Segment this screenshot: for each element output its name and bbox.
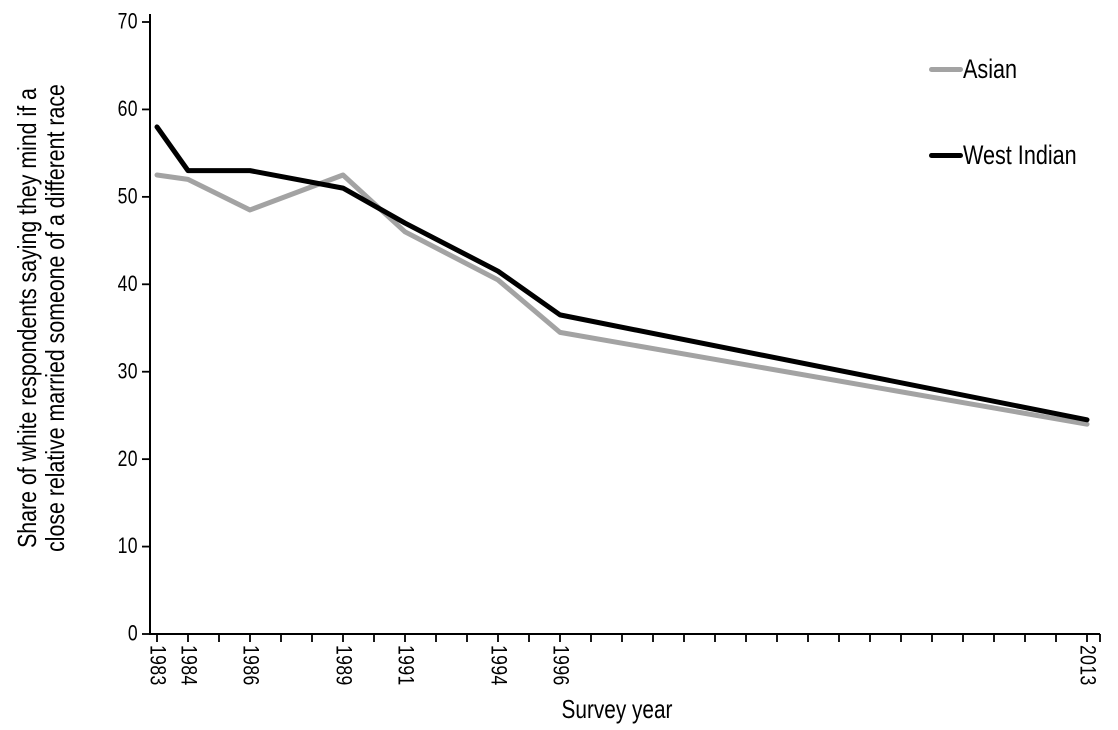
series-line-asian (154, 172, 1090, 427)
x-tick-label-1991: 1991 (393, 645, 417, 686)
x-tick-label-1989: 1989 (331, 645, 355, 686)
legend-swatch-west-indian (929, 152, 963, 158)
legend-entry-asian: Asian (929, 53, 1031, 85)
x-tick-label-1996: 1996 (548, 645, 572, 686)
y-axis-title-line2: close relative married someone of a diff… (40, 84, 70, 552)
y-tick-label-20: 20 (118, 447, 138, 471)
legend-swatch-asian (929, 66, 963, 72)
y-tick-label-60: 60 (118, 97, 138, 121)
legend-entry-west-indian: West Indian (929, 139, 1105, 171)
y-tick-label-40: 40 (118, 272, 138, 296)
x-axis-title: Survey year (561, 694, 673, 724)
x-tick-label-1994: 1994 (486, 645, 510, 686)
y-tick-label-0: 0 (128, 622, 138, 646)
y-axis-title-line1: Share of white respondents saying they m… (12, 88, 42, 548)
y-tick-label-70: 70 (118, 10, 138, 34)
y-tick-label-10: 10 (118, 534, 138, 558)
x-tick-label-1984: 1984 (176, 645, 200, 686)
series-line-west-indian (154, 124, 1090, 423)
y-axis-title: Share of white respondents saying they m… (12, 64, 70, 572)
x-tick-label-1983: 1983 (145, 645, 169, 686)
y-tick-label-50: 50 (118, 185, 138, 209)
x-tick-label-1986: 1986 (238, 645, 262, 686)
x-tick-label-2013: 2013 (1075, 645, 1099, 686)
y-tick-label-30: 30 (118, 360, 138, 384)
legend-label-west-indian: West Indian (963, 139, 1077, 170)
legend-label-asian: Asian (963, 53, 1018, 84)
